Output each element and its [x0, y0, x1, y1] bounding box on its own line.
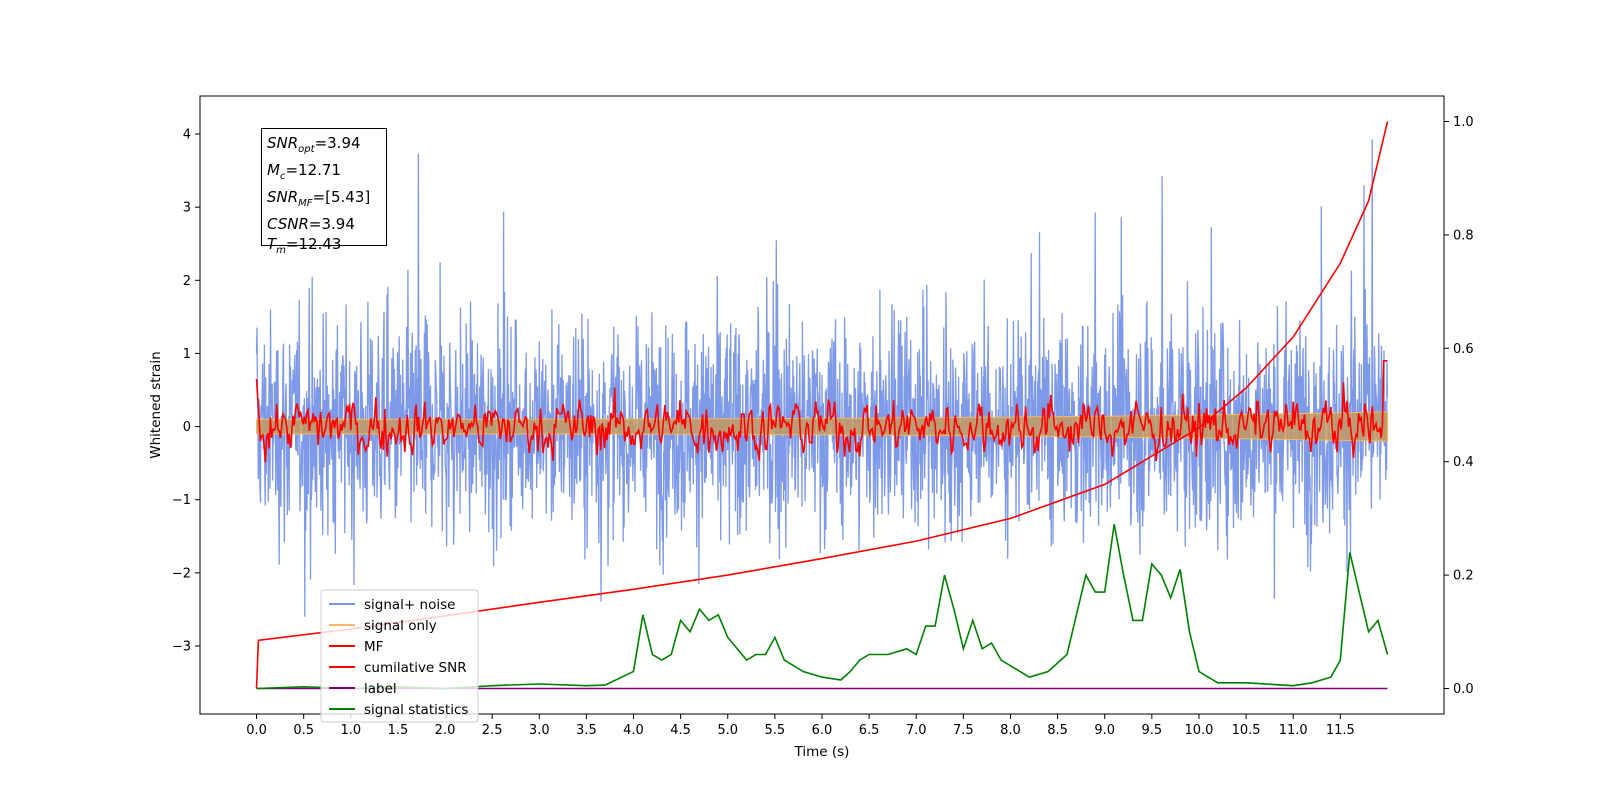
y-tick-label: −3 [172, 639, 191, 654]
x-tick-label: 4.5 [670, 723, 691, 738]
y-tick-label: −2 [172, 566, 191, 581]
y2-tick-label: 0.2 [1453, 569, 1474, 584]
x-tick-label: 9.5 [1142, 723, 1163, 738]
x-tick-label: 1.5 [388, 723, 409, 738]
x-tick-label: 4.0 [623, 723, 644, 738]
x-tick-label: 0.0 [246, 723, 267, 738]
y-axis-label: Whitened strain [148, 351, 164, 458]
y-tick-label: 2 [183, 274, 191, 289]
annotation-csnr: CSNR=3.94 [267, 215, 355, 233]
x-tick-label: 2.5 [482, 723, 503, 738]
x-tick-label: 10.5 [1232, 723, 1261, 738]
x-tick-label: 10.0 [1184, 723, 1213, 738]
x-tick-label: 1.0 [340, 723, 361, 738]
x-tick-label: 11.5 [1326, 723, 1355, 738]
y2-tick-label: 0.0 [1453, 682, 1474, 697]
x-tick-label: 7.0 [906, 723, 927, 738]
x-axis-label: Time (s) [794, 744, 850, 760]
legend-label-signal-only: signal only [364, 618, 437, 634]
legend: signal+ noise signal only MF cumilative … [320, 589, 479, 723]
x-tick-label: 0.5 [293, 723, 314, 738]
legend-label-signal-noise: signal+ noise [364, 597, 455, 613]
series-signal-noise [255, 139, 1389, 617]
x-tick-label: 11.0 [1279, 723, 1308, 738]
x-tick-label: 5.5 [765, 723, 786, 738]
y-axis-right: 1.0 0.8 0.6 0.4 0.2 0.0 [1444, 115, 1474, 697]
plot-area [255, 121, 1389, 690]
series-mf [255, 360, 1388, 463]
legend-label-signal-statistics: signal statistics [364, 702, 468, 718]
x-tick-label: 2.0 [435, 723, 456, 738]
legend-label-cumulative-snr: cumilative SNR [364, 660, 467, 676]
x-tick-label: 3.0 [529, 723, 550, 738]
annotation-mc: Mc=12.71 [267, 161, 341, 182]
y2-tick-label: 0.8 [1453, 228, 1474, 243]
y-tick-label: 1 [183, 347, 191, 362]
annotation-box: SNRopt=3.94 Mc=12.71 SNRMF=[5.43] CSNR=3… [261, 128, 387, 256]
y-tick-label: −1 [172, 493, 191, 508]
x-tick-label: 6.0 [812, 723, 833, 738]
y2-tick-label: 0.4 [1453, 455, 1474, 470]
x-tick-label: 6.5 [859, 723, 880, 738]
annotation-tm: Tm=12.43 [267, 235, 342, 256]
y2-tick-label: 1.0 [1453, 115, 1474, 130]
x-tick-label: 7.5 [953, 723, 974, 738]
x-axis: 0.0 0.5 1.0 1.5 2.0 2.5 3.0 3.5 4.0 4.5 5.0 5.5 6.0 6… [246, 714, 1355, 738]
annotation-snr-mf: SNRMF=[5.43] [267, 188, 371, 209]
annotation-snr-opt: SNRopt=3.94 [267, 134, 361, 155]
x-tick-label: 8.0 [1000, 723, 1021, 738]
y-tick-label: 3 [183, 201, 191, 216]
legend-label-label: label [364, 681, 397, 697]
y2-tick-label: 0.6 [1453, 342, 1474, 357]
y-axis-left: 4 3 2 1 0 −1 −2 −3 [172, 128, 200, 654]
x-tick-label: 3.5 [576, 723, 597, 738]
x-tick-label: 5.0 [717, 723, 738, 738]
series-signal-statistics [256, 523, 1389, 690]
x-tick-label: 9.0 [1094, 723, 1115, 738]
y-tick-label: 0 [183, 420, 191, 435]
legend-label-mf: MF [364, 639, 383, 655]
y-tick-label: 4 [183, 128, 191, 143]
x-tick-label: 8.5 [1047, 723, 1068, 738]
legend-box [320, 589, 479, 723]
